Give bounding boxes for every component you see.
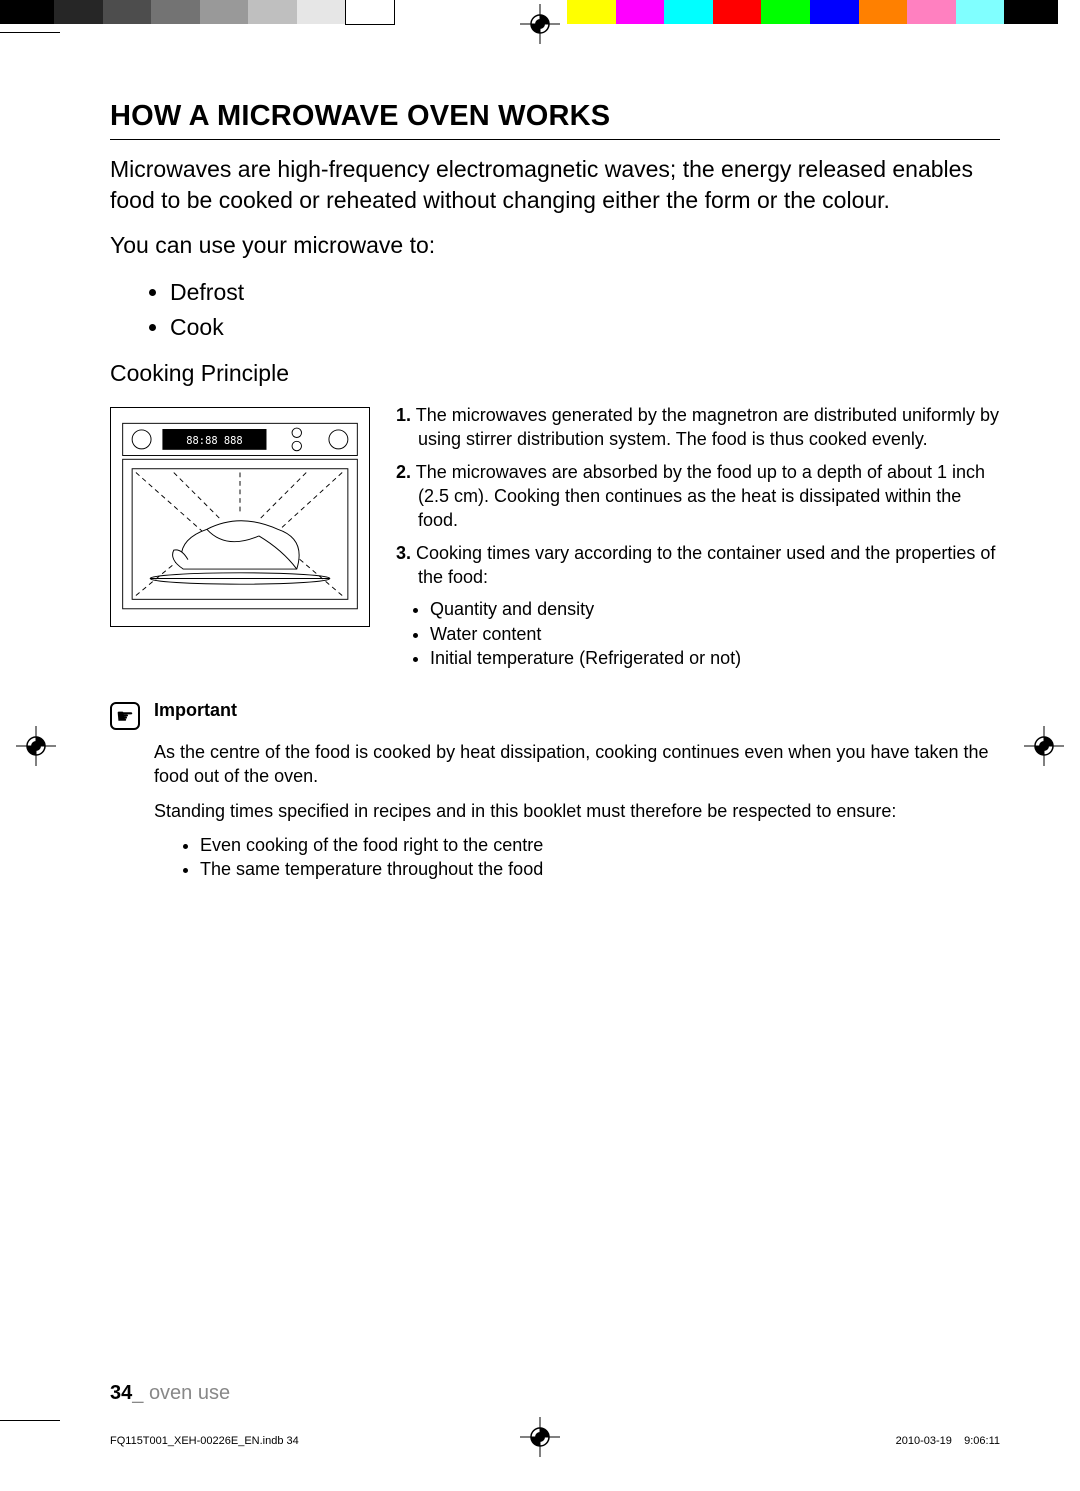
principle-sub-bullets: Quantity and density Water content Initi… — [396, 597, 1000, 670]
print-time: 9:06:11 — [964, 1435, 1000, 1447]
cooking-principle-heading: Cooking Principle — [110, 358, 1000, 389]
page-content: HOW A MICROWAVE OVEN WORKS Microwaves ar… — [110, 80, 1000, 1371]
registration-mark-icon — [16, 726, 56, 766]
list-item: The same temperature throughout the food — [200, 857, 1000, 881]
list-item: Even cooking of the food right to the ce… — [200, 833, 1000, 857]
principle-text: The microwaves are absorbed by the food … — [416, 462, 985, 531]
important-note: ☛ Important As the centre of the food is… — [110, 700, 1000, 881]
important-paragraph: As the centre of the food is cooked by h… — [154, 740, 1000, 789]
list-item: Quantity and density — [430, 597, 1000, 621]
principle-item: 3. Cooking times vary according to the c… — [418, 541, 1000, 590]
page-footer: 34_ oven use — [110, 1382, 230, 1405]
principle-item: 2. The microwaves are absorbed by the fo… — [418, 460, 1000, 533]
crop-mark — [0, 1420, 60, 1421]
principle-ordered-list: 1. The microwaves generated by the magne… — [396, 403, 1000, 674]
list-item: Defrost — [170, 275, 1000, 310]
footer-section: oven use — [149, 1382, 230, 1404]
list-item: Initial temperature (Refrigerated or not… — [430, 646, 1000, 670]
footer-separator: _ — [132, 1382, 149, 1404]
section-heading: HOW A MICROWAVE OVEN WORKS — [110, 100, 1000, 140]
list-item: Water content — [430, 622, 1000, 646]
microwave-oven-illustration: 88:88 888 — [110, 407, 370, 627]
pointing-hand-icon: ☛ — [110, 702, 140, 730]
print-date: 2010-03-19 — [896, 1435, 952, 1447]
important-bullets: Even cooking of the food right to the ce… — [154, 833, 1000, 882]
registration-mark-icon — [520, 4, 560, 44]
list-item: Cook — [170, 310, 1000, 345]
crop-mark — [0, 32, 60, 33]
principle-row: 88:88 888 — [110, 403, 1000, 674]
uses-list: Defrost Cook — [110, 275, 1000, 344]
page-number: 34 — [110, 1382, 132, 1404]
print-metadata-line: FQ115T001_XEH-00226E_EN.indb 34 2010-03-… — [110, 1435, 1000, 1447]
principle-text: The microwaves generated by the magnetro… — [416, 405, 999, 449]
important-label: Important — [154, 700, 237, 721]
lead-text: You can use your microwave to: — [110, 230, 1000, 261]
print-filename: FQ115T001_XEH-00226E_EN.indb 34 — [110, 1435, 299, 1447]
principle-item: 1. The microwaves generated by the magne… — [418, 403, 1000, 452]
principle-text: Cooking times vary according to the cont… — [416, 543, 995, 587]
svg-text:88:88 888: 88:88 888 — [186, 435, 242, 447]
important-paragraph: Standing times specified in recipes and … — [154, 799, 1000, 823]
registration-mark-icon — [1024, 726, 1064, 766]
intro-paragraph: Microwaves are high-frequency electromag… — [110, 154, 1000, 216]
